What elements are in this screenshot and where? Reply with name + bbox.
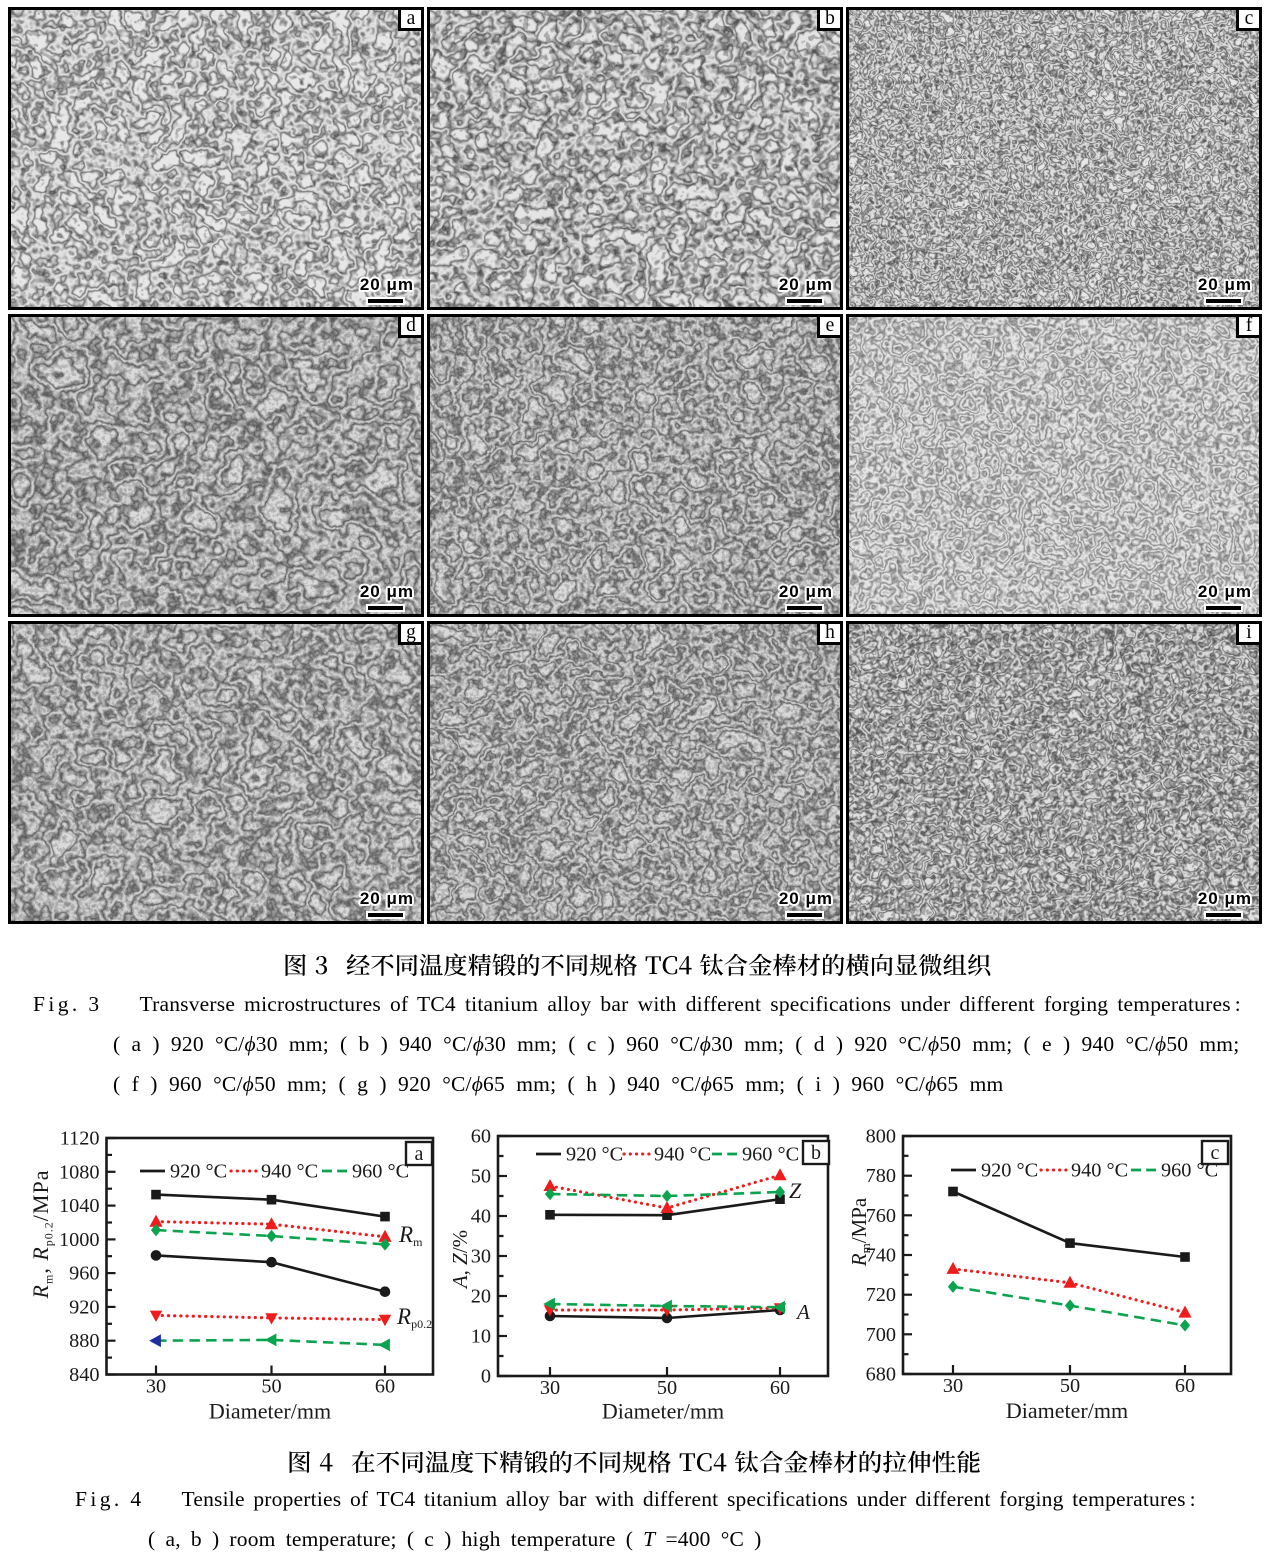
- svg-text:Rm: Rm: [398, 1222, 423, 1249]
- svg-text:880: 880: [69, 1330, 99, 1352]
- svg-text:940 °C: 940 °C: [654, 1144, 711, 1166]
- svg-text:840: 840: [69, 1364, 99, 1386]
- svg-text:50: 50: [657, 1377, 677, 1399]
- svg-text:1080: 1080: [59, 1161, 100, 1183]
- svg-text:940 °C: 940 °C: [1071, 1160, 1128, 1182]
- svg-text:680: 680: [866, 1364, 896, 1386]
- svg-text:920 °C: 920 °C: [170, 1161, 227, 1183]
- svg-text:920 °C: 920 °C: [981, 1160, 1038, 1182]
- svg-text:960 °C: 960 °C: [352, 1161, 409, 1183]
- svg-text:Rm/MPa: Rm/MPa: [847, 1197, 873, 1267]
- svg-text:50: 50: [1060, 1375, 1080, 1397]
- svg-text:920 °C: 920 °C: [566, 1144, 623, 1166]
- svg-text:720: 720: [866, 1284, 896, 1306]
- svg-text:1040: 1040: [59, 1195, 100, 1217]
- svg-text:Rp0.2: Rp0.2: [396, 1304, 432, 1331]
- svg-text:1120: 1120: [60, 1128, 100, 1150]
- svg-text:50: 50: [261, 1376, 281, 1398]
- svg-text:20: 20: [471, 1286, 491, 1308]
- svg-text:60: 60: [375, 1376, 395, 1398]
- svg-text:0: 0: [481, 1366, 491, 1388]
- svg-text:Rm, Rp0.2/MPa: Rm, Rp0.2/MPa: [28, 1170, 56, 1300]
- svg-text:960: 960: [69, 1263, 99, 1285]
- svg-text:30: 30: [146, 1376, 166, 1398]
- svg-text:30: 30: [943, 1375, 963, 1397]
- svg-text:Diameter/mm: Diameter/mm: [1006, 1398, 1128, 1423]
- svg-text:b: b: [811, 1142, 821, 1164]
- svg-text:30: 30: [540, 1377, 560, 1399]
- svg-text:60: 60: [1175, 1375, 1195, 1397]
- svg-text:1000: 1000: [59, 1229, 100, 1251]
- svg-text:60: 60: [770, 1377, 790, 1399]
- svg-text:920: 920: [69, 1296, 99, 1318]
- svg-text:780: 780: [866, 1165, 896, 1187]
- svg-text:60: 60: [471, 1126, 491, 1148]
- svg-text:760: 760: [866, 1205, 896, 1227]
- svg-text:960 °C: 960 °C: [742, 1144, 799, 1166]
- svg-text:c: c: [1211, 1142, 1220, 1164]
- svg-text:800: 800: [866, 1126, 896, 1148]
- svg-text:A: A: [795, 1300, 810, 1324]
- svg-text:700: 700: [866, 1324, 896, 1346]
- svg-text:Diameter/mm: Diameter/mm: [209, 1399, 331, 1424]
- svg-text:740: 740: [866, 1245, 896, 1267]
- svg-text:Z: Z: [789, 1178, 802, 1203]
- svg-text:Diameter/mm: Diameter/mm: [602, 1399, 724, 1424]
- svg-text:a: a: [415, 1143, 424, 1165]
- svg-text:10: 10: [471, 1326, 491, 1348]
- svg-text:50: 50: [471, 1166, 491, 1188]
- svg-text:30: 30: [471, 1246, 491, 1268]
- svg-text:A, Z/%: A, Z/%: [448, 1230, 472, 1290]
- svg-text:40: 40: [471, 1206, 491, 1228]
- svg-text:940 °C: 940 °C: [261, 1161, 318, 1183]
